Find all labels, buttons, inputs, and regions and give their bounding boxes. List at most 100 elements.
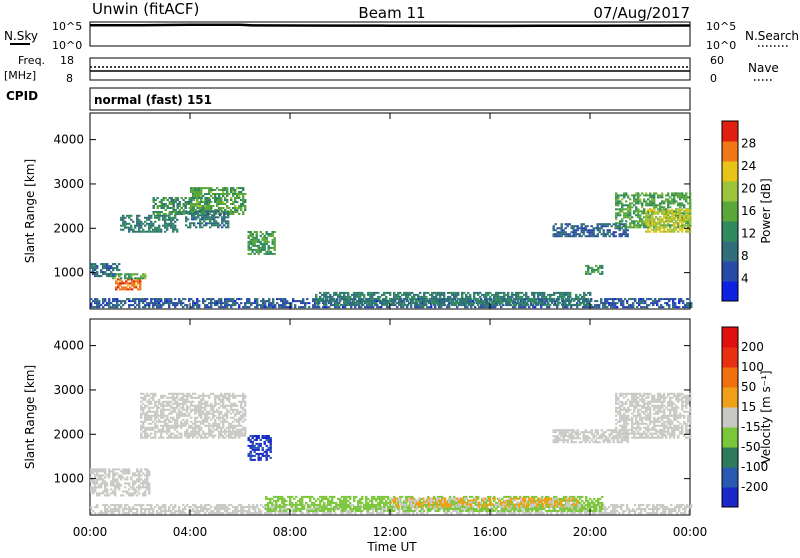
data-cell [244,419,246,421]
data-cell [258,437,260,439]
data-cell [509,298,511,300]
data-cell [643,198,645,200]
data-cell [614,304,616,306]
data-cell [226,191,228,193]
data-cell [100,304,102,306]
data-cell [639,214,641,216]
data-cell [222,423,224,425]
data-cell [209,220,211,222]
data-cell [480,298,482,300]
data-cell [661,194,663,196]
data-cell [160,306,162,308]
data-cell [495,304,497,306]
data-cell [240,411,242,413]
data-cell [649,211,651,213]
noise-tick-right-top: 10^5 [706,20,736,33]
data-cell [220,197,222,199]
data-cell [349,300,351,302]
data-cell [234,427,236,429]
data-cell [477,298,479,300]
data-cell [190,395,192,397]
data-cell [244,201,246,203]
data-cell [515,304,517,306]
data-cell [132,486,134,488]
data-cell [354,298,356,300]
data-cell [144,492,146,494]
data-cell [228,508,230,510]
data-cell [537,304,539,306]
data-cell [100,486,102,488]
data-cell [270,443,272,445]
data-cell [110,275,112,277]
data-cell [193,222,195,224]
data-cell [139,282,141,284]
data-cell [641,206,643,208]
data-cell [689,221,691,223]
data-cell [657,213,659,215]
beam-title: Beam 11 [358,4,425,22]
data-cell [148,229,150,231]
data-cell [425,300,427,302]
data-cell [165,197,167,199]
data-cell [130,219,132,221]
data-cell [352,504,354,506]
data-cell [121,280,123,282]
data-cell [96,504,98,506]
data-cell [203,220,205,222]
data-cell [474,306,476,308]
data-cell [170,510,172,512]
data-cell [373,298,375,300]
data-cell [256,306,258,308]
data-cell [128,223,130,225]
data-cell [627,194,629,196]
data-cell [639,194,641,196]
data-cell [138,492,140,494]
data-cell [118,263,120,265]
data-cell [617,198,619,200]
data-cell [443,292,445,294]
data-cell [152,512,154,514]
data-cell [152,306,154,308]
data-cell [507,294,509,296]
data-cell [316,512,318,514]
data-cell [222,425,224,427]
data-cell [176,435,178,437]
data-cell [120,474,122,476]
data-cell [372,510,374,512]
data-cell [256,504,258,506]
data-cell [194,429,196,431]
data-cell [212,413,214,415]
data-cell [176,431,178,433]
data-cell [587,225,589,227]
data-cell [180,437,182,439]
data-cell [443,302,445,304]
data-cell [629,214,631,216]
data-cell [168,409,170,411]
data-cell [683,206,685,208]
data-cell [398,510,400,512]
data-cell [136,490,138,492]
data-cell [244,397,246,399]
data-cell [190,403,192,405]
data-cell [198,397,200,399]
data-cell [162,397,164,399]
data-cell [598,304,600,306]
data-cell [217,210,219,212]
data-cell [227,224,229,226]
data-cell [196,437,198,439]
data-cell [186,504,188,506]
data-cell [178,417,180,419]
data-cell [688,298,690,300]
data-cell [202,397,204,399]
data-cell [360,504,362,506]
data-cell [649,231,651,233]
data-cell [140,478,142,480]
data-cell [110,302,112,304]
data-cell [325,294,327,296]
data-cell [230,423,232,425]
data-cell [238,413,240,415]
data-cell [600,298,602,300]
nsearch-label: N.Search [745,29,799,43]
data-cell [110,488,112,490]
data-cell [108,506,110,508]
